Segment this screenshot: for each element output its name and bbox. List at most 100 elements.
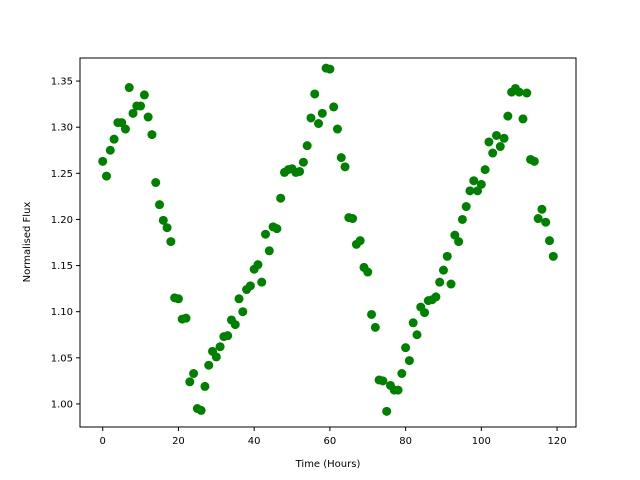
data-point <box>469 176 479 186</box>
data-point <box>105 145 115 155</box>
data-point <box>147 130 157 140</box>
data-point <box>211 352 221 362</box>
data-point <box>420 308 430 318</box>
data-point <box>480 165 490 175</box>
data-point <box>541 217 551 227</box>
data-point <box>204 360 214 370</box>
data-point <box>378 376 388 386</box>
data-point <box>234 294 244 304</box>
data-point <box>272 224 282 234</box>
data-point <box>223 331 233 341</box>
data-point <box>317 108 327 118</box>
data-point <box>166 237 176 247</box>
data-point <box>332 124 342 134</box>
data-point <box>151 178 161 188</box>
data-point <box>491 130 501 140</box>
x-tick-label: 40 <box>248 436 261 447</box>
x-tick-label: 60 <box>324 436 337 447</box>
data-point <box>435 277 445 287</box>
data-point <box>143 112 153 122</box>
data-point <box>522 88 532 98</box>
data-point <box>257 277 267 287</box>
x-tick-label: 120 <box>548 436 567 447</box>
data-point <box>503 111 513 121</box>
data-point <box>537 204 547 214</box>
data-point <box>253 260 263 270</box>
data-point <box>139 90 149 100</box>
x-tick-label: 80 <box>399 436 412 447</box>
data-point <box>306 113 316 123</box>
data-point <box>196 405 206 415</box>
data-point <box>310 89 320 99</box>
data-point <box>124 83 134 93</box>
data-point <box>446 279 456 289</box>
plot-frame <box>79 57 577 428</box>
data-point <box>238 307 248 317</box>
data-point <box>393 385 403 395</box>
data-point <box>109 134 119 144</box>
y-tick-label: 1.05 <box>51 353 73 364</box>
data-point <box>185 377 195 387</box>
y-axis-ticks: 1.00 1.05 1.10 1.15 1.20 1.25 1.30 1.35 <box>51 77 80 410</box>
data-point <box>155 200 165 210</box>
x-tick-label: 20 <box>172 436 185 447</box>
data-point <box>401 343 411 353</box>
data-point <box>533 214 543 224</box>
data-point <box>158 215 168 225</box>
data-point <box>548 251 558 261</box>
data-point <box>397 369 407 378</box>
x-tick-label: 0 <box>100 436 106 447</box>
data-point <box>200 381 210 391</box>
data-point <box>325 64 335 74</box>
y-axis-label: Normalised Flux <box>22 202 33 283</box>
data-point <box>340 162 350 172</box>
data-point <box>545 236 554 246</box>
y-tick-label: 1.10 <box>51 307 73 318</box>
data-point <box>102 171 111 181</box>
data-point <box>189 369 199 378</box>
data-point <box>98 156 108 166</box>
data-point <box>264 246 274 256</box>
data-point <box>136 101 146 111</box>
data-point <box>215 342 225 352</box>
data-point <box>457 214 467 224</box>
data-point <box>363 267 373 277</box>
data-point <box>454 237 464 247</box>
data-point <box>230 320 240 330</box>
data-point <box>261 229 271 239</box>
data-point <box>495 142 505 152</box>
y-tick-label: 1.25 <box>51 169 73 180</box>
data-point <box>488 148 498 158</box>
data-point <box>431 292 441 302</box>
data-point <box>529 156 539 166</box>
data-point <box>438 265 448 275</box>
data-point <box>404 356 414 366</box>
data-points <box>98 63 558 416</box>
data-point <box>348 214 358 224</box>
y-tick-label: 1.15 <box>51 261 73 272</box>
data-point <box>367 309 377 319</box>
data-point <box>295 166 305 176</box>
y-tick-label: 1.35 <box>51 77 73 88</box>
data-point <box>314 119 324 128</box>
data-point <box>120 124 130 134</box>
data-point <box>329 102 339 112</box>
data-point <box>298 157 308 167</box>
data-point <box>484 137 494 147</box>
x-axis-ticks: 0 20 40 60 80 100 120 <box>100 427 567 447</box>
y-tick-label: 1.30 <box>51 123 73 134</box>
data-point <box>370 322 380 332</box>
x-tick-label: 100 <box>472 436 491 447</box>
data-point <box>514 87 524 97</box>
data-point <box>461 202 471 212</box>
data-point <box>276 193 286 203</box>
y-tick-label: 1.00 <box>51 399 73 410</box>
data-point <box>302 141 312 151</box>
data-point <box>173 294 183 304</box>
data-point <box>181 313 191 323</box>
data-point <box>382 406 392 416</box>
data-point <box>128 108 138 118</box>
data-point <box>412 330 422 340</box>
data-point <box>336 153 346 163</box>
x-axis-label: Time (Hours) <box>295 459 361 470</box>
